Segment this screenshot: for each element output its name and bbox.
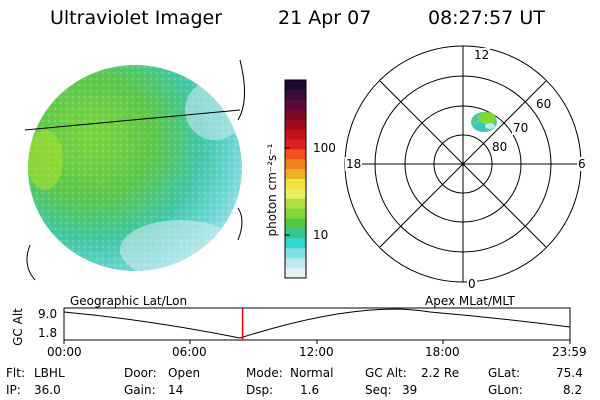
altitude-curve [63, 308, 571, 339]
date-label: 21 Apr 07 [278, 7, 372, 29]
mlt-label-18: 18 [345, 157, 363, 171]
timeline-y-tick-bottom: 1.8 [38, 326, 58, 340]
polar-auroral-patch [471, 112, 497, 132]
gain-label: Gain: [124, 383, 156, 397]
mlat-label-70: 70 [512, 121, 530, 135]
app-title: Ultraviolet Imager [50, 7, 223, 29]
mode-label: Mode: [246, 366, 283, 380]
gcalt-value: 2.2 Re [421, 366, 460, 380]
terminator-line [24, 109, 241, 131]
flt-label: Flt: [6, 366, 25, 380]
mlt-label-0: 0 [467, 277, 477, 291]
colorbar-label-10: 10 [313, 228, 329, 242]
timeline-x-tick-3: 18:00 [425, 345, 460, 359]
limb-arc-left [26, 244, 36, 281]
dsp-value: 1.6 [300, 383, 320, 397]
polar-diagonal-2 [379, 80, 547, 248]
seq-value: 39 [402, 383, 418, 397]
mlt-label-6: 6 [577, 157, 587, 171]
time-label: 08:27:57 UT [428, 7, 545, 29]
glon-label: GLon: [488, 383, 523, 397]
mlt-label-12: 12 [473, 48, 491, 62]
glat-label: GLat: [488, 366, 521, 380]
gain-value: 14 [168, 383, 184, 397]
timeline-x-tick-1: 06:00 [172, 345, 207, 359]
limb-arc-right-lower [237, 207, 243, 241]
ip-label: IP: [6, 383, 21, 397]
mlat-label-60: 60 [535, 97, 553, 111]
mode-value: Normal [290, 366, 334, 380]
door-value: Open [168, 366, 201, 380]
timeline-x-tick-4: 23:59 [552, 345, 587, 359]
glat-value: 75.4 [556, 366, 583, 380]
ip-value: 36.0 [34, 383, 61, 397]
gcalt-label: GC Alt: [365, 366, 407, 380]
timeline-y-tick-top: 9.0 [38, 307, 58, 321]
flt-value: LBHL [34, 366, 65, 380]
timeline-left-title: Geographic Lat/Lon [70, 294, 188, 308]
seq-label: Seq: [365, 383, 392, 397]
glon-value: 8.2 [563, 383, 583, 397]
timeline-frame [63, 307, 571, 341]
timeline-x-tick-2: 12:00 [299, 345, 334, 359]
timeline-right-title: Apex MLat/MLT [425, 294, 515, 308]
limb-arc-right [237, 59, 245, 121]
door-label: Door: [124, 366, 157, 380]
mlat-label-80: 80 [491, 140, 509, 154]
timeline-x-tick-0: 00:00 [47, 345, 82, 359]
dsp-label: Dsp: [246, 383, 274, 397]
colorbar-label-100: 100 [313, 141, 336, 155]
